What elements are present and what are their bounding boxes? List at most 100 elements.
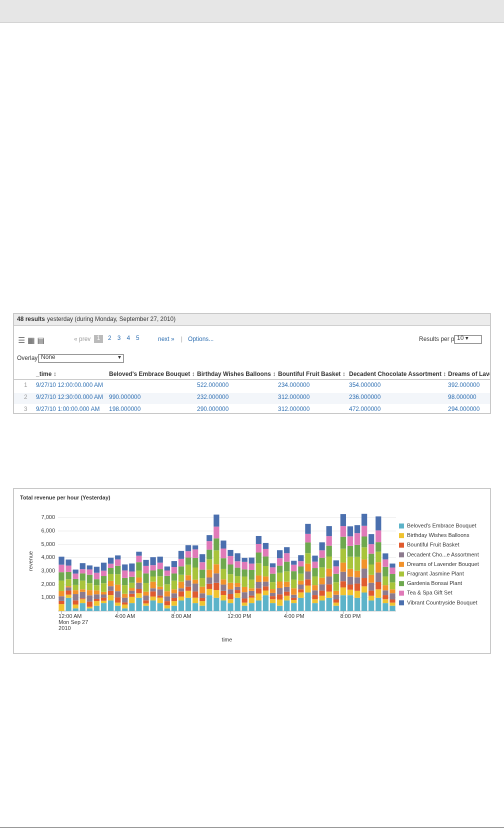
bar-segment [227,549,234,556]
bar-segment [375,597,382,611]
bar-segment [333,582,339,591]
bar-segment [206,541,213,550]
bar-segment [213,514,220,527]
bar-segment [389,593,396,600]
bar-segment [129,593,135,597]
bar-segment [178,581,185,589]
bar-segment [326,584,332,592]
bar-segment [298,580,304,585]
row-number: 2 [24,395,28,401]
bar-segment [326,576,332,585]
pager-page[interactable]: 2 [108,336,112,342]
per-page-select[interactable]: 10 ▾ [454,335,482,344]
pager-page[interactable]: 5 [136,336,140,342]
bar-segment [227,574,234,583]
x-tick-label: 8:00 AM [171,614,192,620]
bar-segment [213,582,220,591]
bar-segment [93,594,100,599]
bar-segment [129,596,135,604]
bar-segment [298,555,304,562]
bar-segment [312,555,318,562]
pager-options[interactable]: Options... [188,337,214,343]
bar-segment [171,593,178,598]
bar-segment [157,603,163,611]
bar-segment [58,580,65,591]
bar-segment [291,599,297,604]
bar-segment [93,585,100,591]
bar-segment [178,566,185,575]
bar-segment [269,563,276,568]
bar-segment [241,605,248,611]
bar-segment [199,593,206,598]
pager-next[interactable]: next » [158,337,175,343]
bar-segment [86,590,93,596]
bar-segment [206,595,213,611]
bar-segment [284,561,290,572]
pager-page[interactable]: 1 [94,335,103,343]
bar-segment [269,589,276,593]
bar-segment [298,566,304,574]
table-cell: 98.000000 [448,395,477,401]
bar-segment [65,597,72,611]
legend-label: Dreams of Lavender Bouquet [407,562,479,568]
bar-segment [389,567,396,574]
bar-segment [185,564,192,576]
bar-segment [93,601,100,606]
bar-segment [220,584,227,591]
bar-segment [178,574,185,582]
bar-segment [276,565,283,573]
bar-segment [171,601,178,606]
x-tick-label: 4:00 AM [115,614,136,620]
bar-segment [136,570,142,578]
bar-segment [248,595,255,598]
column-header: Decadent Chocolate Assortment [349,372,446,378]
bar-segment [72,594,79,601]
bar-segment [164,566,170,571]
bar-segment [206,569,213,578]
bar-segment [164,570,170,576]
bar-segment [319,590,325,596]
bar-segment [129,571,135,577]
bar-segment [276,599,283,606]
pager-prev[interactable]: « prev [74,337,91,343]
bar-segment [72,604,79,609]
bar-segment [361,547,368,560]
bar-segment [319,595,325,601]
bar-segment [389,605,396,611]
pager-page[interactable]: 3 [117,336,121,342]
bar-segment [326,545,332,557]
bar-segment [319,567,325,578]
bar-segment [312,561,318,569]
pager-page[interactable]: 4 [126,336,131,342]
bar-segment [157,556,163,563]
bar-segment [199,578,206,587]
bar-segment [248,569,255,580]
bar-segment [298,597,304,611]
bar-segment [150,596,156,601]
bar-segment [326,556,332,569]
bar-segment [262,581,269,587]
bar-segment [340,548,347,563]
bar-segment [150,588,156,592]
bar-segment [382,576,389,586]
bar-segment [192,549,199,558]
bar-segment [255,563,262,576]
bar-segment [305,523,311,534]
y-axis-label: revenue [28,551,34,571]
bar-segment [234,593,241,598]
bar-segment [164,596,170,602]
bar-segment [333,566,339,574]
bar-segment [382,566,389,577]
bar-segment [150,557,156,566]
bar-segment [100,603,107,611]
results-count: 48 results [17,317,46,323]
bar-segment [206,588,213,596]
bar-segment [213,564,220,574]
bar-segment [234,597,241,611]
view-icons[interactable]: ☰ ▦ ▤ [18,336,45,345]
bar-segment [171,597,178,602]
bar-segment [93,590,100,595]
bar-segment [382,603,389,611]
bar-segment [333,590,339,595]
overlay-select[interactable]: None ▾ [38,354,124,363]
